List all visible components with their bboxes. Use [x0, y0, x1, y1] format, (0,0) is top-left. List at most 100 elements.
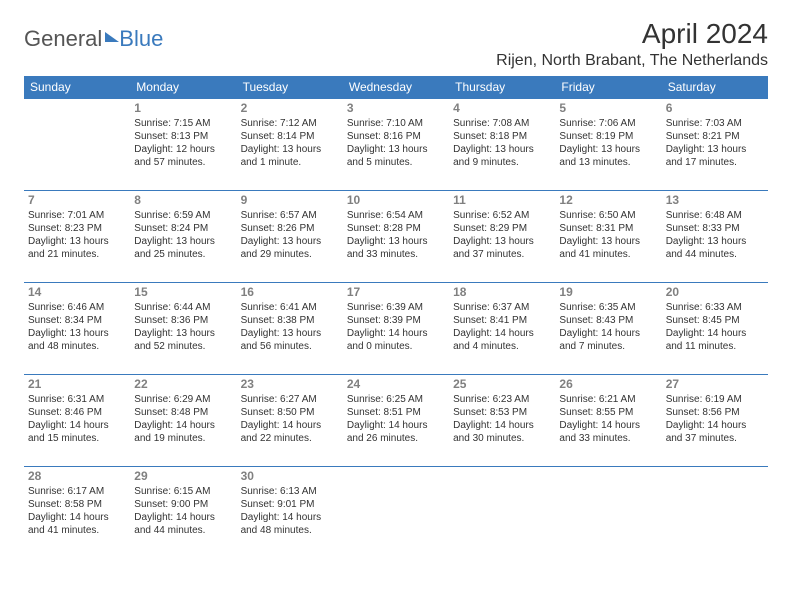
day-details: Sunrise: 6:17 AMSunset: 8:58 PMDaylight:… — [28, 485, 126, 537]
day-number: 19 — [559, 285, 657, 301]
day-details: Sunrise: 6:13 AMSunset: 9:01 PMDaylight:… — [241, 485, 339, 537]
logo-text-blue: Blue — [119, 26, 163, 52]
day-details: Sunrise: 6:50 AMSunset: 8:31 PMDaylight:… — [559, 209, 657, 261]
day-number: 21 — [28, 377, 126, 393]
calendar-day-cell: 13Sunrise: 6:48 AMSunset: 8:33 PMDayligh… — [662, 191, 768, 283]
day-details: Sunrise: 6:27 AMSunset: 8:50 PMDaylight:… — [241, 393, 339, 445]
day-details: Sunrise: 6:54 AMSunset: 8:28 PMDaylight:… — [347, 209, 445, 261]
calendar-day-cell: 20Sunrise: 6:33 AMSunset: 8:45 PMDayligh… — [662, 283, 768, 375]
day-number: 26 — [559, 377, 657, 393]
day-number: 29 — [134, 469, 232, 485]
day-details: Sunrise: 6:15 AMSunset: 9:00 PMDaylight:… — [134, 485, 232, 537]
day-number: 2 — [241, 101, 339, 117]
calendar-day-cell: 18Sunrise: 6:37 AMSunset: 8:41 PMDayligh… — [449, 283, 555, 375]
day-number: 3 — [347, 101, 445, 117]
day-number: 28 — [28, 469, 126, 485]
calendar-day-cell: 19Sunrise: 6:35 AMSunset: 8:43 PMDayligh… — [555, 283, 661, 375]
calendar-day-cell: 4Sunrise: 7:08 AMSunset: 8:18 PMDaylight… — [449, 99, 555, 191]
day-details: Sunrise: 6:52 AMSunset: 8:29 PMDaylight:… — [453, 209, 551, 261]
weekday-header: Friday — [555, 76, 661, 99]
day-details: Sunrise: 7:10 AMSunset: 8:16 PMDaylight:… — [347, 117, 445, 169]
calendar-day-cell: 8Sunrise: 6:59 AMSunset: 8:24 PMDaylight… — [130, 191, 236, 283]
calendar-day-cell: 22Sunrise: 6:29 AMSunset: 8:48 PMDayligh… — [130, 375, 236, 467]
day-number: 7 — [28, 193, 126, 209]
calendar-day-cell: 29Sunrise: 6:15 AMSunset: 9:00 PMDayligh… — [130, 467, 236, 559]
day-number: 25 — [453, 377, 551, 393]
calendar-body: 1Sunrise: 7:15 AMSunset: 8:13 PMDaylight… — [24, 99, 768, 559]
calendar-day-cell: 7Sunrise: 7:01 AMSunset: 8:23 PMDaylight… — [24, 191, 130, 283]
weekday-header: Thursday — [449, 76, 555, 99]
logo: General Blue — [24, 18, 163, 52]
calendar-day-cell: 24Sunrise: 6:25 AMSunset: 8:51 PMDayligh… — [343, 375, 449, 467]
calendar-day-cell: 21Sunrise: 6:31 AMSunset: 8:46 PMDayligh… — [24, 375, 130, 467]
day-details: Sunrise: 6:21 AMSunset: 8:55 PMDaylight:… — [559, 393, 657, 445]
calendar-day-cell — [662, 467, 768, 559]
day-number: 24 — [347, 377, 445, 393]
calendar-day-cell: 9Sunrise: 6:57 AMSunset: 8:26 PMDaylight… — [237, 191, 343, 283]
calendar-week-row: 21Sunrise: 6:31 AMSunset: 8:46 PMDayligh… — [24, 375, 768, 467]
calendar-day-cell: 10Sunrise: 6:54 AMSunset: 8:28 PMDayligh… — [343, 191, 449, 283]
day-number: 10 — [347, 193, 445, 209]
day-number: 16 — [241, 285, 339, 301]
day-details: Sunrise: 7:15 AMSunset: 8:13 PMDaylight:… — [134, 117, 232, 169]
day-details: Sunrise: 6:39 AMSunset: 8:39 PMDaylight:… — [347, 301, 445, 353]
calendar-week-row: 1Sunrise: 7:15 AMSunset: 8:13 PMDaylight… — [24, 99, 768, 191]
day-details: Sunrise: 7:08 AMSunset: 8:18 PMDaylight:… — [453, 117, 551, 169]
day-number: 5 — [559, 101, 657, 117]
day-number: 11 — [453, 193, 551, 209]
day-number: 23 — [241, 377, 339, 393]
calendar-week-row: 7Sunrise: 7:01 AMSunset: 8:23 PMDaylight… — [24, 191, 768, 283]
calendar-day-cell — [555, 467, 661, 559]
day-details: Sunrise: 6:57 AMSunset: 8:26 PMDaylight:… — [241, 209, 339, 261]
day-number: 30 — [241, 469, 339, 485]
day-details: Sunrise: 6:19 AMSunset: 8:56 PMDaylight:… — [666, 393, 764, 445]
day-details: Sunrise: 7:03 AMSunset: 8:21 PMDaylight:… — [666, 117, 764, 169]
day-details: Sunrise: 6:23 AMSunset: 8:53 PMDaylight:… — [453, 393, 551, 445]
calendar-day-cell: 27Sunrise: 6:19 AMSunset: 8:56 PMDayligh… — [662, 375, 768, 467]
day-number: 22 — [134, 377, 232, 393]
calendar-day-cell: 3Sunrise: 7:10 AMSunset: 8:16 PMDaylight… — [343, 99, 449, 191]
weekday-row: SundayMondayTuesdayWednesdayThursdayFrid… — [24, 76, 768, 99]
calendar-week-row: 28Sunrise: 6:17 AMSunset: 8:58 PMDayligh… — [24, 467, 768, 559]
calendar-day-cell: 1Sunrise: 7:15 AMSunset: 8:13 PMDaylight… — [130, 99, 236, 191]
day-details: Sunrise: 6:31 AMSunset: 8:46 PMDaylight:… — [28, 393, 126, 445]
calendar-day-cell: 6Sunrise: 7:03 AMSunset: 8:21 PMDaylight… — [662, 99, 768, 191]
day-number: 27 — [666, 377, 764, 393]
day-details: Sunrise: 6:35 AMSunset: 8:43 PMDaylight:… — [559, 301, 657, 353]
calendar-day-cell: 2Sunrise: 7:12 AMSunset: 8:14 PMDaylight… — [237, 99, 343, 191]
day-details: Sunrise: 6:33 AMSunset: 8:45 PMDaylight:… — [666, 301, 764, 353]
weekday-header: Wednesday — [343, 76, 449, 99]
calendar-day-cell: 28Sunrise: 6:17 AMSunset: 8:58 PMDayligh… — [24, 467, 130, 559]
day-number: 17 — [347, 285, 445, 301]
header: General Blue April 2024 Rijen, North Bra… — [24, 18, 768, 70]
day-details: Sunrise: 6:46 AMSunset: 8:34 PMDaylight:… — [28, 301, 126, 353]
calendar-day-cell — [24, 99, 130, 191]
day-number: 4 — [453, 101, 551, 117]
day-details: Sunrise: 6:59 AMSunset: 8:24 PMDaylight:… — [134, 209, 232, 261]
calendar-day-cell: 5Sunrise: 7:06 AMSunset: 8:19 PMDaylight… — [555, 99, 661, 191]
calendar-day-cell — [449, 467, 555, 559]
calendar-day-cell: 26Sunrise: 6:21 AMSunset: 8:55 PMDayligh… — [555, 375, 661, 467]
calendar-day-cell: 14Sunrise: 6:46 AMSunset: 8:34 PMDayligh… — [24, 283, 130, 375]
calendar-day-cell: 12Sunrise: 6:50 AMSunset: 8:31 PMDayligh… — [555, 191, 661, 283]
calendar-day-cell: 16Sunrise: 6:41 AMSunset: 8:38 PMDayligh… — [237, 283, 343, 375]
weekday-header: Monday — [130, 76, 236, 99]
day-number: 13 — [666, 193, 764, 209]
calendar-day-cell: 11Sunrise: 6:52 AMSunset: 8:29 PMDayligh… — [449, 191, 555, 283]
day-number: 20 — [666, 285, 764, 301]
day-number: 8 — [134, 193, 232, 209]
calendar-day-cell: 23Sunrise: 6:27 AMSunset: 8:50 PMDayligh… — [237, 375, 343, 467]
day-number: 9 — [241, 193, 339, 209]
day-number: 15 — [134, 285, 232, 301]
day-number: 12 — [559, 193, 657, 209]
day-number: 6 — [666, 101, 764, 117]
calendar-day-cell: 15Sunrise: 6:44 AMSunset: 8:36 PMDayligh… — [130, 283, 236, 375]
title-block: April 2024 Rijen, North Brabant, The Net… — [496, 18, 768, 70]
logo-text-general: General — [24, 26, 102, 52]
day-details: Sunrise: 7:12 AMSunset: 8:14 PMDaylight:… — [241, 117, 339, 169]
calendar-head: SundayMondayTuesdayWednesdayThursdayFrid… — [24, 76, 768, 99]
calendar-table: SundayMondayTuesdayWednesdayThursdayFrid… — [24, 76, 768, 559]
weekday-header: Saturday — [662, 76, 768, 99]
day-details: Sunrise: 7:01 AMSunset: 8:23 PMDaylight:… — [28, 209, 126, 261]
location: Rijen, North Brabant, The Netherlands — [496, 52, 768, 70]
